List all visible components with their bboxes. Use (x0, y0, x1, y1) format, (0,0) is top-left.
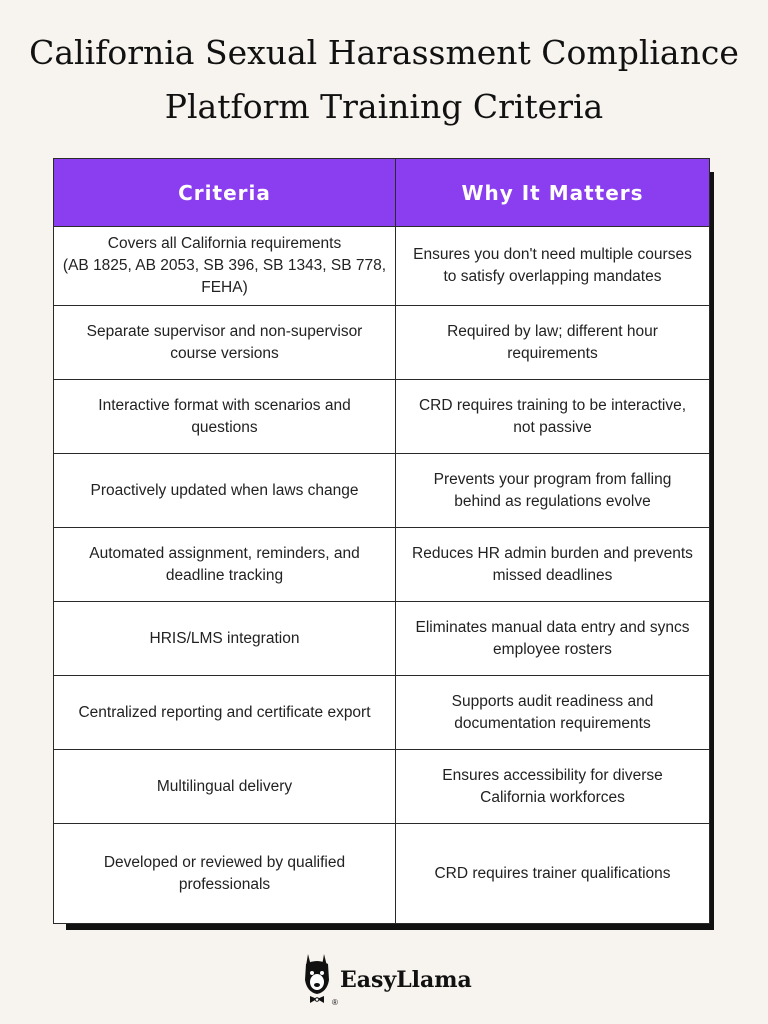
logo-text: EasyLlama (340, 967, 472, 993)
cell-text-line: Covers all California requirements (107, 235, 342, 252)
table-row: Multilingual delivery Ensures accessibili… (53, 749, 710, 824)
why-it-matters-cell: Required by law; different hour requireme… (395, 305, 710, 380)
criteria-table: Criteria Why It Matters Covers all Calif… (53, 158, 710, 924)
cell-text-line: employee rosters (493, 640, 612, 658)
table-header-row: Criteria Why It Matters (53, 158, 710, 227)
title-line-1: California Sexual Harassment Compliance (29, 33, 739, 72)
page-title: California Sexual Harassment Compliance … (0, 26, 768, 134)
why-it-matters-cell: CRD requires training to be interactive,… (395, 379, 710, 454)
criteria-cell: Developed or reviewed by qualified profes… (53, 823, 396, 924)
criteria-cell: Multilingual delivery (53, 749, 396, 824)
criteria-cell: Centralized reporting and certificate ex… (53, 675, 396, 750)
table-row: Interactive format with scenarios and que… (53, 379, 710, 454)
cell-text-line: CRD requires trainer qualifications (434, 864, 671, 882)
cell-text-line: Multilingual delivery (156, 777, 293, 795)
table-row: Separate supervisor and non-supervisor co… (53, 305, 710, 380)
cell-text-line: not passive (513, 418, 592, 436)
cell-text-line: Separate supervisor and non-supervisor (86, 322, 363, 340)
table-row: Centralized reporting and certificate ex… (53, 675, 710, 750)
header-why-it-matters: Why It Matters (395, 158, 710, 227)
cell-text-line: California workforces (480, 788, 625, 806)
cell-text-line: questions (191, 418, 258, 436)
cell-text-line: requirements (507, 344, 598, 362)
cell-text-line: Centralized reporting and certificate ex… (78, 703, 371, 721)
cell-text-line: professionals (178, 875, 271, 893)
cell-text-line: Reduces HR admin burden and prevents (412, 544, 693, 562)
cell-text-line: (AB 1825, AB 2053, SB 396, SB 1343, SB 7… (62, 257, 387, 274)
cell-text-line: Required by law; different hour (447, 322, 658, 340)
header-criteria: Criteria (53, 158, 396, 227)
why-it-matters-cell: Prevents your program from falling behind… (395, 453, 710, 528)
cell-text-line: to satisfy overlapping mandates (443, 268, 662, 285)
cell-text-line: FEHA) (201, 279, 248, 296)
criteria-cell: Automated assignment, reminders, and dead… (53, 527, 396, 602)
table-row: Developed or reviewed by qualified profes… (53, 823, 710, 924)
table-row: Covers all California requirements (AB 18… (53, 226, 710, 306)
easyllama-logo: ® EasyLlama (300, 952, 472, 1008)
cell-text-line: Eliminates manual data entry and syncs (415, 618, 690, 636)
table-row: Automated assignment, reminders, and dead… (53, 527, 710, 602)
registered-mark: ® (332, 998, 338, 1007)
llama-icon (305, 954, 329, 1003)
cell-text-line: HRIS/LMS integration (149, 629, 300, 647)
cell-text-line: missed deadlines (492, 566, 613, 584)
why-it-matters-cell: Reduces HR admin burden and prevents miss… (395, 527, 710, 602)
title-line-2: Platform Training Criteria (164, 87, 604, 126)
cell-text-line: Ensures accessibility for diverse (442, 766, 663, 784)
cell-text-line: Automated assignment, reminders, and (89, 544, 360, 562)
why-it-matters-cell: Supports audit readiness and documentatio… (395, 675, 710, 750)
why-it-matters-cell: Eliminates manual data entry and syncs em… (395, 601, 710, 676)
table-row: Proactively updated when laws change Prev… (53, 453, 710, 528)
cell-text-line: deadline tracking (165, 566, 284, 584)
cell-text-line: Proactively updated when laws change (90, 481, 359, 499)
cell-text-line: Prevents your program from falling (433, 470, 672, 488)
criteria-cell: Separate supervisor and non-supervisor co… (53, 305, 396, 380)
criteria-cell: Covers all California requirements (AB 18… (53, 226, 396, 306)
table-row: HRIS/LMS integration Eliminates manual da… (53, 601, 710, 676)
cell-text-line: Supports audit readiness and (451, 692, 654, 710)
why-it-matters-cell: CRD requires trainer qualifications (395, 823, 710, 924)
criteria-cell: Proactively updated when laws change (53, 453, 396, 528)
cell-text-line: Interactive format with scenarios and (98, 396, 351, 414)
cell-text-line: Developed or reviewed by qualified (103, 853, 346, 871)
cell-text-line: course versions (170, 344, 279, 362)
cell-text-line: behind as regulations evolve (454, 492, 651, 510)
criteria-table-container: Criteria Why It Matters Covers all Calif… (53, 158, 710, 924)
cell-text-line: Ensures you don't need multiple courses (413, 246, 692, 263)
criteria-cell: Interactive format with scenarios and que… (53, 379, 396, 454)
why-it-matters-cell: Ensures you don't need multiple courses t… (395, 226, 710, 306)
cell-text-line: documentation requirements (454, 714, 651, 732)
cell-text-line: CRD requires training to be interactive, (418, 396, 687, 414)
why-it-matters-cell: Ensures accessibility for diverse Califor… (395, 749, 710, 824)
criteria-cell: HRIS/LMS integration (53, 601, 396, 676)
